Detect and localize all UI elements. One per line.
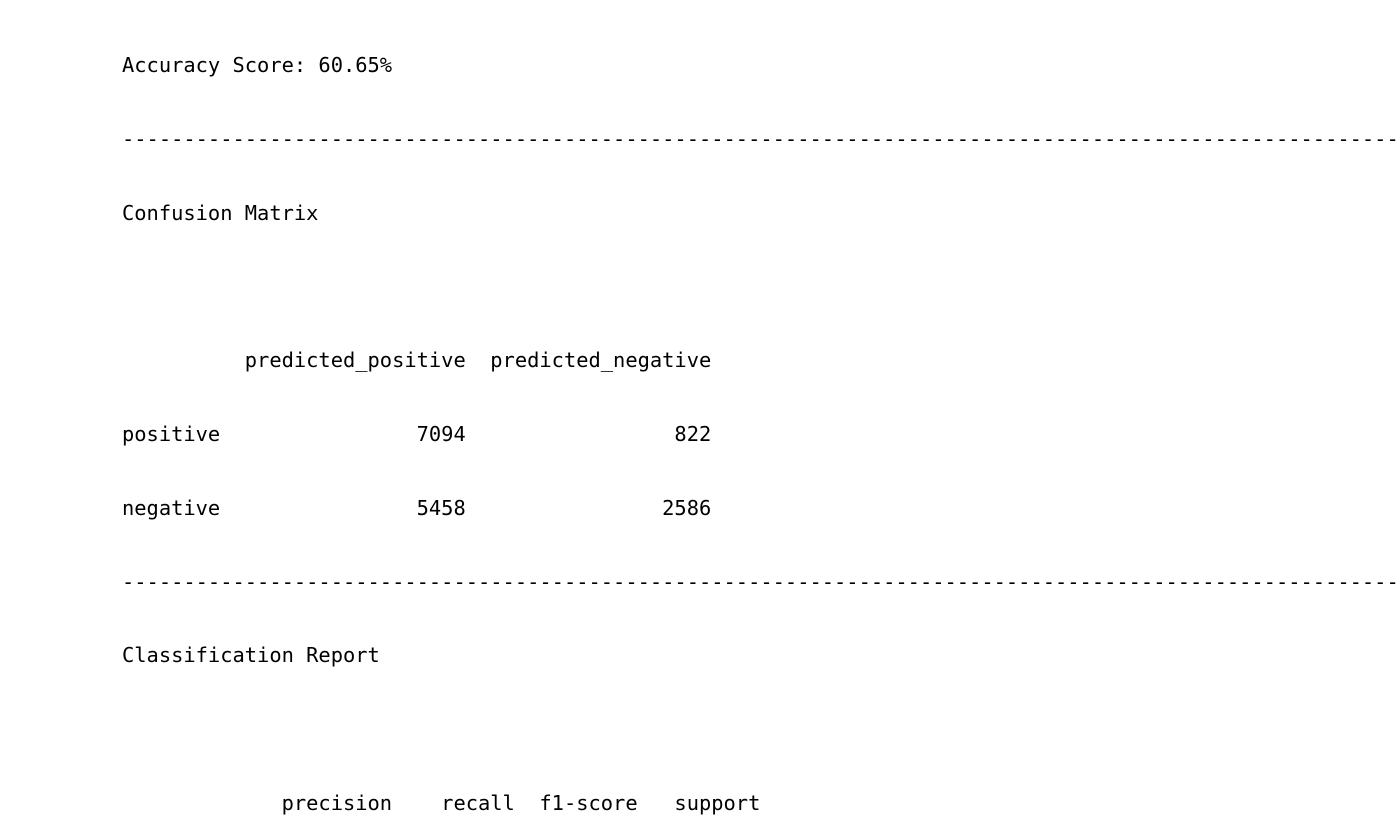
confusion-matrix-row-negative: negative 5458 2586 (122, 495, 712, 520)
separator-line: ----------------------------------------… (122, 569, 1400, 594)
blank-line (122, 717, 1400, 742)
confusion-matrix-row-positive: positive 7094 822 (122, 422, 712, 447)
confusion-matrix-heading: Confusion Matrix (122, 200, 319, 225)
console-output: Accuracy Score: 60.65% -----------------… (122, 4, 1400, 830)
blank-line (122, 275, 1400, 300)
classification-report-heading: Classification Report (122, 643, 380, 668)
classification-report-header-row: precision recall f1-score support (122, 791, 761, 815)
accuracy-score-line: Accuracy Score: 60.65% (122, 53, 393, 78)
confusion-matrix-header-row: predicted_positive predicted_negative (122, 348, 712, 373)
separator-line: ----------------------------------------… (122, 126, 1400, 151)
